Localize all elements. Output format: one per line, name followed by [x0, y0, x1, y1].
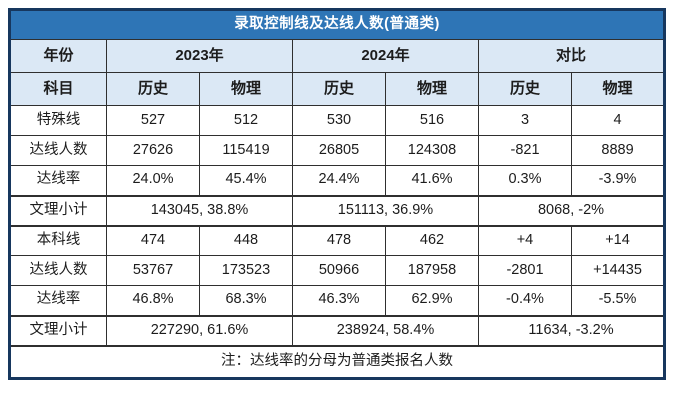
subject-label: 科目: [9, 72, 107, 106]
value-cell: -2801: [478, 255, 572, 286]
year-group-compare: 对比: [477, 39, 666, 73]
subject-physics-2023: 物理: [199, 72, 293, 106]
row-label: 达线人数: [9, 135, 107, 166]
value-cell: 187958: [385, 255, 479, 286]
row-label: 本科线: [9, 224, 107, 256]
value-cell: 62.9%: [385, 285, 479, 316]
table-row-reached-rate-undergrad: 达线率 46.8% 68.3% 46.3% 62.9% -0.4% -5.5%: [9, 285, 666, 316]
value-cell: 0.3%: [478, 165, 572, 196]
title-row: 录取控制线及达线人数(普通类): [8, 9, 666, 40]
value-cell: 478: [292, 224, 386, 256]
subject-header-row: 科目 历史 物理 历史 物理 历史 物理: [9, 72, 666, 106]
merged-value-cell: 151113, 36.9%: [292, 194, 479, 226]
value-cell: -0.4%: [478, 285, 572, 316]
value-cell: 527: [106, 105, 200, 136]
value-cell: 516: [385, 105, 479, 136]
note-row: 注：达线率的分母为普通类报名人数: [8, 344, 666, 379]
table-row-undergrad-line: 本科线 474 448 478 462 +4 +14: [9, 224, 666, 256]
table-row-subtotal-undergrad: 文理小计 227290, 61.6% 238924, 58.4% 11634, …: [9, 314, 666, 346]
year-group-2023: 2023年: [106, 39, 293, 73]
table-row-reached-rate-special: 达线率 24.0% 45.4% 24.4% 41.6% 0.3% -3.9%: [9, 165, 666, 196]
table-note: 注：达线率的分母为普通类报名人数: [8, 344, 666, 379]
value-cell: 530: [292, 105, 386, 136]
value-cell: 68.3%: [199, 285, 293, 316]
row-label: 特殊线: [9, 105, 107, 136]
row-label: 达线人数: [9, 255, 107, 286]
year-group-2024: 2024年: [292, 39, 479, 73]
value-cell: 24.4%: [292, 165, 386, 196]
value-cell: 124308: [385, 135, 479, 166]
value-cell: 448: [199, 224, 293, 256]
value-cell: -3.9%: [570, 165, 666, 196]
value-cell: +14435: [570, 255, 666, 286]
value-cell: 50966: [292, 255, 386, 286]
value-cell: 41.6%: [385, 165, 479, 196]
value-cell: 46.3%: [292, 285, 386, 316]
merged-value-cell: 143045, 38.8%: [106, 194, 293, 226]
row-label: 达线率: [9, 285, 107, 316]
table-title: 录取控制线及达线人数(普通类): [8, 9, 666, 40]
subject-history-2024: 历史: [292, 72, 386, 106]
value-cell: 115419: [199, 135, 293, 166]
subject-history-compare: 历史: [478, 72, 572, 106]
table-row-special-line: 特殊线 527 512 530 516 3 4: [9, 105, 666, 136]
row-label: 达线率: [9, 165, 107, 196]
value-cell: 27626: [106, 135, 200, 166]
year-label: 年份: [9, 39, 107, 73]
value-cell: 173523: [199, 255, 293, 286]
row-label: 文理小计: [9, 314, 107, 346]
subject-physics-2024: 物理: [385, 72, 479, 106]
value-cell: 8889: [570, 135, 666, 166]
value-cell: 26805: [292, 135, 386, 166]
year-header-row: 年份 2023年 2024年 对比: [9, 39, 666, 73]
value-cell: 46.8%: [106, 285, 200, 316]
admission-stats-table: 录取控制线及达线人数(普通类) 年份 2023年 2024年 对比 科目 历史 …: [8, 8, 667, 380]
value-cell: -821: [478, 135, 572, 166]
value-cell: +14: [570, 224, 666, 256]
merged-value-cell: 238924, 58.4%: [292, 314, 479, 346]
table-row-reached-count-special: 达线人数 27626 115419 26805 124308 -821 8889: [9, 135, 666, 166]
merged-value-cell: 227290, 61.6%: [106, 314, 293, 346]
table-row-reached-count-undergrad: 达线人数 53767 173523 50966 187958 -2801 +14…: [9, 255, 666, 286]
value-cell: 474: [106, 224, 200, 256]
merged-value-cell: 11634, -3.2%: [477, 314, 666, 346]
value-cell: 3: [478, 105, 572, 136]
value-cell: 4: [570, 105, 666, 136]
value-cell: +4: [478, 224, 572, 256]
table-row-subtotal-special: 文理小计 143045, 38.8% 151113, 36.9% 8068, -…: [9, 194, 666, 226]
row-label: 文理小计: [9, 194, 107, 226]
merged-value-cell: 8068, -2%: [477, 194, 666, 226]
value-cell: 53767: [106, 255, 200, 286]
value-cell: 24.0%: [106, 165, 200, 196]
subject-history-2023: 历史: [106, 72, 200, 106]
value-cell: 45.4%: [199, 165, 293, 196]
value-cell: 512: [199, 105, 293, 136]
value-cell: -5.5%: [570, 285, 666, 316]
value-cell: 462: [385, 224, 479, 256]
subject-physics-compare: 物理: [570, 72, 666, 106]
